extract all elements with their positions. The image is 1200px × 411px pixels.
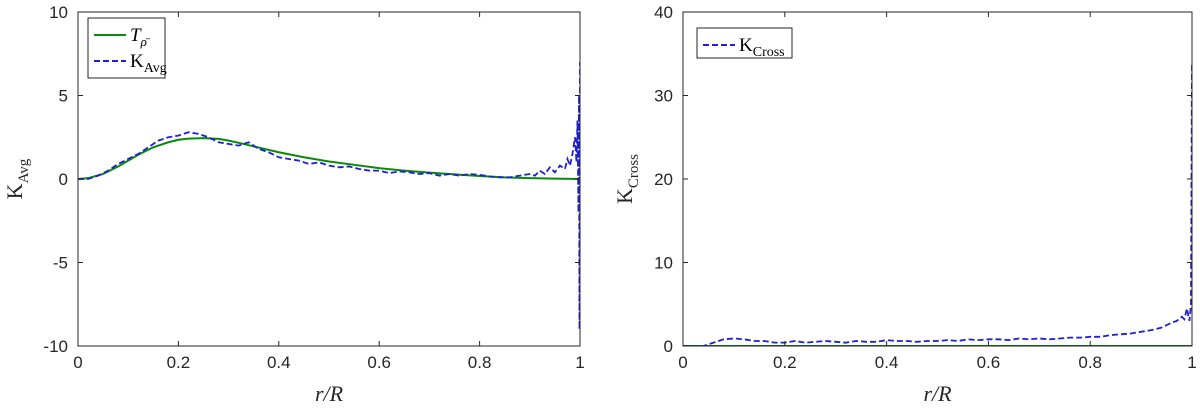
- plot-frame: [682, 11, 1193, 347]
- y-tick-label: 30: [654, 87, 673, 106]
- y-tick-label: 10: [49, 3, 68, 22]
- x-tick-label: 0.4: [875, 353, 899, 372]
- x-tick-label: 0.8: [1078, 353, 1102, 372]
- legend: Tρ̄KAvg: [87, 17, 167, 79]
- y-axis-title-main: K: [612, 188, 637, 204]
- y-tick-label: 5: [59, 87, 68, 106]
- y-axis-title: KCross: [612, 154, 642, 204]
- legend-box: [87, 17, 166, 79]
- y-tick-label: 40: [654, 3, 673, 22]
- series-line-dashed: [78, 62, 580, 330]
- legend-label-main: K: [130, 51, 144, 72]
- y-tick-label: 0: [59, 170, 68, 189]
- legend-label: Tρ̄: [130, 25, 151, 49]
- legend-label: KCross: [739, 35, 785, 60]
- x-tick-label: 0.8: [468, 353, 492, 372]
- y-tick-label: 20: [654, 170, 673, 189]
- x-tick-label: 0.4: [267, 353, 291, 372]
- y-tick-label: 10: [654, 254, 673, 273]
- y-tick-label: 0: [664, 337, 673, 356]
- y-axis-title-sub: Avg: [16, 158, 32, 183]
- legend-label-main: T: [130, 25, 142, 46]
- legend-label-sub: ρ̄: [140, 34, 151, 49]
- x-tick-label: 0.6: [977, 353, 1001, 372]
- x-axis-title: r/R: [315, 381, 344, 406]
- x-tick-label: 0: [73, 353, 82, 372]
- y-axis-title-main: K: [2, 183, 27, 199]
- y-tick-label: -10: [43, 337, 68, 356]
- legend: KCross: [696, 27, 793, 60]
- legend-label-sub: Avg: [144, 61, 167, 76]
- y-tick-label: -5: [53, 254, 68, 273]
- x-tick-label: 0.2: [773, 353, 797, 372]
- legend-label-sub: Cross: [753, 45, 785, 60]
- legend-box: [696, 27, 793, 59]
- x-tick-label: 0: [678, 353, 687, 372]
- x-tick-label: 0.6: [367, 353, 391, 372]
- x-tick-label: 1: [1187, 353, 1196, 372]
- y-axis-title-sub: Cross: [626, 154, 642, 188]
- y-axis-title: KAvg: [2, 158, 32, 199]
- x-tick-label: 0.2: [167, 353, 191, 372]
- series-line-dashed: [683, 62, 1192, 346]
- x-axis-title: r/R: [923, 381, 952, 406]
- x-tick-label: 1: [575, 353, 584, 372]
- legend-label: KAvg: [130, 51, 167, 76]
- legend-label-main: K: [739, 35, 753, 56]
